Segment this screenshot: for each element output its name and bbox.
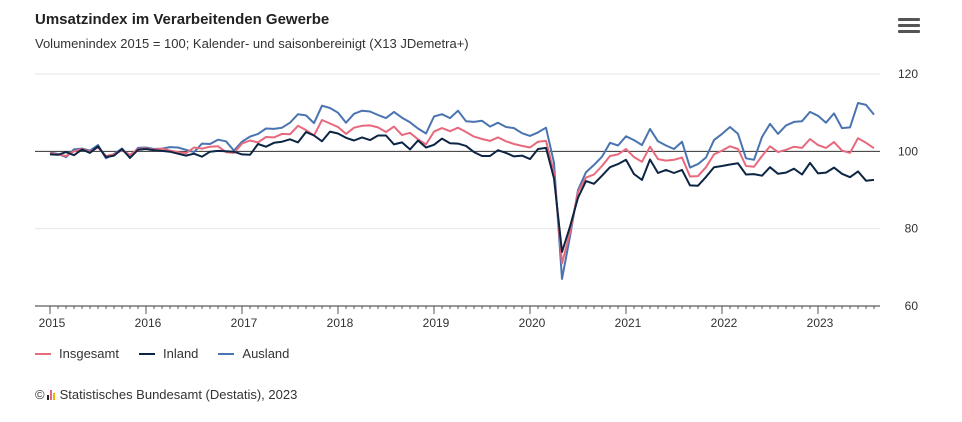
x-tick-label-2020: 2020	[519, 316, 546, 330]
x-tick-label-2017: 2017	[231, 316, 258, 330]
legend-item-inland[interactable]: Inland	[138, 346, 199, 361]
copyright-symbol: ©	[35, 387, 45, 402]
series-line-insgesamt[interactable]	[49, 119, 875, 265]
hamburger-menu-icon[interactable]	[898, 18, 920, 36]
series-line-inland[interactable]	[49, 130, 875, 253]
x-axis: 2015 2016 2017 2018 2019 2020 2021 2022 2023	[35, 305, 880, 330]
destatis-logo-icon	[46, 389, 56, 400]
legend: Insgesamt Inland Ausland	[35, 346, 289, 361]
chart-title: Umsatzindex im Verarbeitenden Gewerbe	[35, 11, 330, 28]
legend-swatch	[138, 352, 155, 355]
legend-swatch	[35, 352, 51, 355]
x-tick-label-2015: 2015	[39, 316, 66, 330]
x-tick-label-2022: 2022	[711, 316, 738, 330]
legend-swatch	[218, 352, 235, 355]
legend-item-insgesamt[interactable]: Insgesamt	[35, 346, 119, 361]
y-tick-label-120: 120	[898, 67, 918, 81]
y-axis: 60 80 100 120	[898, 67, 918, 313]
legend-item-ausland[interactable]: Ausland	[218, 346, 289, 361]
legend-label: Ausland	[242, 346, 290, 361]
chart-subtitle: Volumenindex 2015 = 100; Kalender- und s…	[35, 36, 469, 51]
x-tick-label-2016: 2016	[135, 316, 162, 330]
legend-label: Inland	[162, 346, 199, 361]
source-text: Statistisches Bundesamt (Destatis), 2023	[59, 387, 298, 402]
y-tick-label-60: 60	[905, 299, 919, 313]
x-tick-label-2018: 2018	[327, 316, 354, 330]
series-lines	[49, 102, 875, 280]
series-line-ausland[interactable]	[49, 102, 875, 280]
x-tick-label-2023: 2023	[807, 316, 834, 330]
x-tick-label-2019: 2019	[423, 316, 450, 330]
y-tick-label-80: 80	[905, 222, 919, 236]
line-chart: 2015 2016 2017 2018 2019 2020 2021 2022 2023 60 8…	[35, 67, 918, 330]
x-tick-label-2021: 2021	[615, 316, 642, 330]
grid-lines	[35, 73, 880, 230]
y-tick-label-100: 100	[898, 144, 918, 158]
source-note: © Statistisches Bundesamt (Destatis), 20…	[35, 387, 297, 402]
legend-label: Insgesamt	[59, 346, 119, 361]
